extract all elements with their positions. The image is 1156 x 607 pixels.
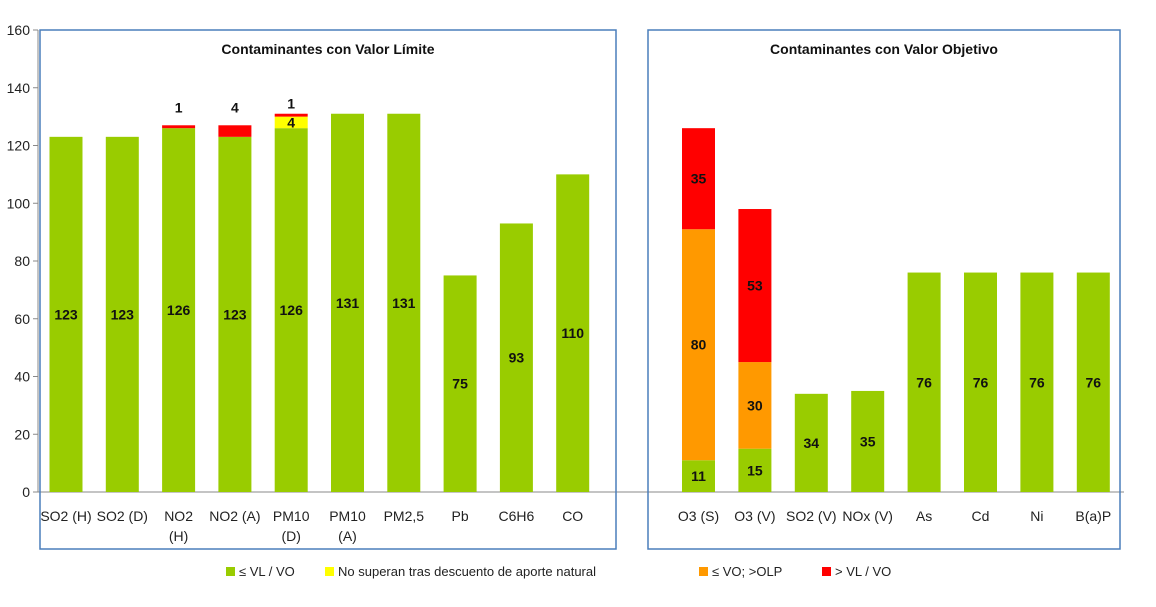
y-tick-label: 60 [14,311,30,327]
category-label: C6H6 [499,508,535,524]
panel-frame [39,29,617,550]
legend-label: No superan tras descuento de aporte natu… [338,564,596,579]
category-label: O3 (S) [678,508,719,524]
bar-segment-green [556,174,590,492]
y-tick-label: 160 [7,22,31,38]
category-label: As [916,508,932,524]
bar-segment-red [218,125,252,137]
y-tick-label: 100 [7,195,31,211]
bar-segment-green [387,113,421,493]
category-label: NOx (V) [842,508,893,524]
data-label: 1 [287,96,295,112]
data-label: 4 [287,114,295,130]
bar-segment-green [907,272,941,492]
y-tick-label: 120 [7,138,31,154]
data-label: 126 [167,302,191,318]
bar-segment-green [49,136,83,492]
data-label: 123 [54,306,78,322]
category-label: O3 (V) [734,508,775,524]
bar-segment-green [682,460,715,492]
category-label: SO2 (V) [786,508,837,524]
category-label: PM10 [273,508,310,524]
legend-label: ≤ VO; >OLP [712,564,782,579]
legend-swatch [226,567,235,576]
bar-segment-red [274,113,308,117]
y-tick-label: 80 [14,253,30,269]
category-label: CO [562,508,583,524]
data-label: 76 [916,374,932,390]
category-label: SO2 (D) [97,508,148,524]
category-label: PM2,5 [384,508,425,524]
data-label: 76 [1086,374,1102,390]
data-label: 131 [336,295,360,311]
bar-segment-green [331,113,364,493]
data-label: 1 [175,99,183,115]
bar-segment-red [682,128,715,230]
panel-title: Contaminantes con Valor Objetivo [770,41,998,57]
bar-segment-green [274,128,308,493]
bar-segment-green [443,275,477,492]
bar-segment-green [105,136,139,492]
category-label: Pb [452,508,469,524]
data-label: 123 [111,306,135,322]
category-label: NO2 [164,508,193,524]
legend-swatch [822,567,831,576]
data-label: 131 [392,295,416,311]
bar-segment-green [851,390,885,492]
data-label: 80 [691,337,707,353]
bar-segment-green [794,393,828,492]
category-label: (A) [338,528,357,544]
data-label: 76 [1029,374,1045,390]
bar-segment-green [218,136,252,492]
data-label: 75 [452,376,468,392]
panel-title: Contaminantes con Valor Límite [221,41,434,57]
panel-frame [647,29,1121,550]
y-tick-label: 20 [14,426,30,442]
category-label: Cd [972,508,990,524]
data-label: 30 [747,397,763,413]
category-label: NO2 (A) [209,508,260,524]
data-label: 4 [231,99,239,115]
data-label: 93 [509,350,525,366]
legend-swatch [325,567,334,576]
bar-segment-orange [682,229,715,461]
bar-segment-red [162,125,196,129]
data-label: 110 [561,325,584,341]
bar-segment-yellow [274,116,308,129]
bar-segment-green [499,223,533,492]
bar-segment-red [738,209,772,363]
category-label: Ni [1030,508,1043,524]
category-label: B(a)P [1075,508,1111,524]
data-label: 34 [804,435,820,451]
data-label: 53 [747,278,763,294]
legend-swatch [699,567,708,576]
bar-segment-green [162,128,196,493]
data-label: 123 [223,306,247,322]
legend-label: ≤ VL / VO [239,564,295,579]
data-label: 11 [691,468,706,484]
bar-segment-green [1076,272,1110,492]
category-label: (H) [169,528,188,544]
bar-segment-green [738,448,772,492]
y-tick-label: 40 [14,369,30,385]
bar-segment-green [1020,272,1054,492]
y-tick-label: 140 [7,80,31,96]
category-label: SO2 (H) [40,508,91,524]
data-label: 35 [691,171,707,187]
y-tick-label: 0 [22,484,30,500]
data-label: 76 [973,374,989,390]
data-label: 15 [747,462,763,478]
category-label: PM10 [329,508,366,524]
bar-segment-green [964,272,997,492]
bar-segment-orange [738,362,772,449]
legend-label: > VL / VO [835,564,891,579]
category-label: (D) [281,528,300,544]
data-label: 35 [860,433,876,449]
data-label: 126 [280,302,304,318]
